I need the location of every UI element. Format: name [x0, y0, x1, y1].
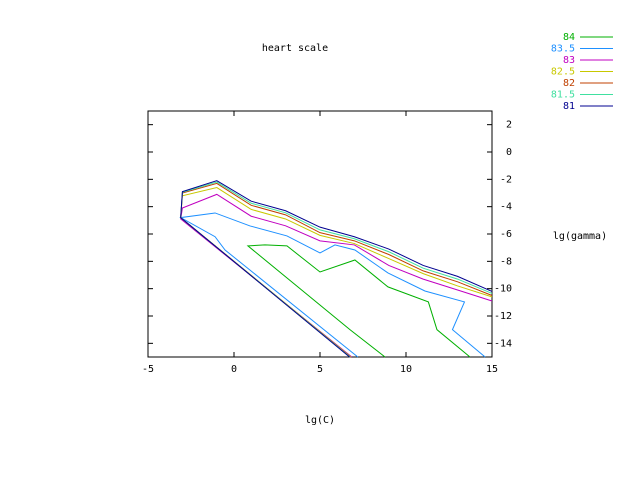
- legend-label: 82.5: [551, 67, 575, 78]
- y-tick-label: 0: [506, 147, 512, 158]
- legend-label: 81: [563, 101, 575, 112]
- y-tick-label: -10: [494, 284, 512, 295]
- x-axis-label: lg(C): [305, 415, 335, 426]
- x-tick-label: 0: [231, 364, 237, 375]
- x-tick-label: -5: [142, 364, 154, 375]
- contour-line: [180, 193, 493, 358]
- contour-line: [180, 182, 493, 358]
- y-tick-label: -8: [500, 256, 512, 267]
- y-tick-label: -12: [494, 311, 512, 322]
- y-tick-label: 2: [506, 120, 512, 131]
- legend-label: 83: [563, 55, 575, 66]
- y-tick-label: -14: [494, 338, 512, 349]
- y-tick-label: -4: [500, 202, 512, 213]
- x-tick-label: 5: [317, 364, 323, 375]
- x-tick-label: 15: [486, 364, 498, 375]
- contour-line: [246, 244, 471, 358]
- x-tick-label: 10: [400, 364, 412, 375]
- contour-line: [180, 181, 493, 358]
- y-tick-label: -6: [500, 229, 512, 240]
- y-axis-label: lg(gamma): [553, 231, 607, 242]
- legend-label: 82: [563, 78, 575, 89]
- contour-line: [180, 180, 493, 358]
- y-tick-label: -2: [500, 174, 512, 185]
- chart-title: heart scale: [262, 43, 328, 54]
- legend-label: 84: [563, 32, 575, 43]
- legend-label: 83.5: [551, 44, 575, 55]
- legend-label: 81.5: [551, 90, 575, 101]
- contour-line: [179, 212, 486, 358]
